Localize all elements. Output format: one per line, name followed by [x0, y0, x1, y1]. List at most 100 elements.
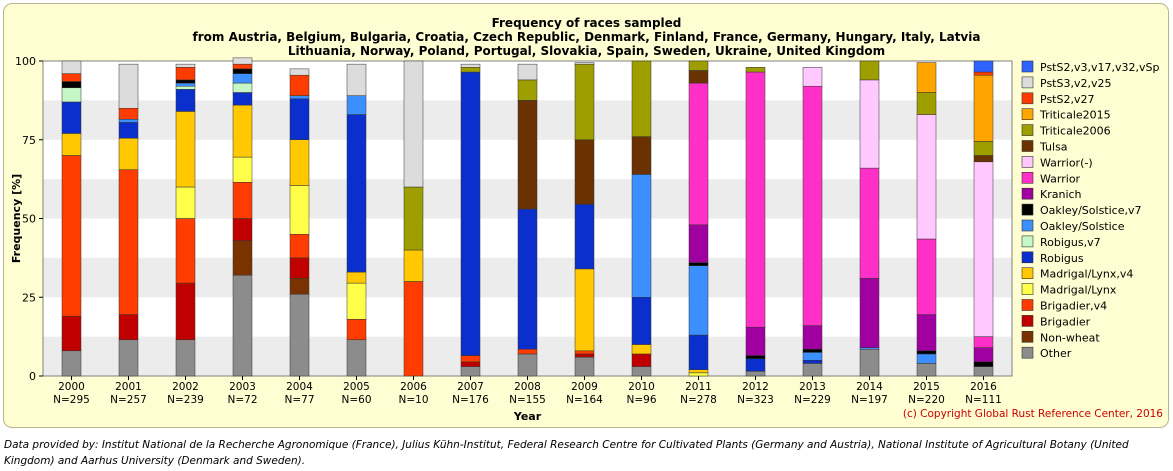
sample-size-label: N=220 — [908, 394, 945, 406]
bar-segment-robigus — [233, 93, 252, 106]
bar-segment-oakley-solstice — [233, 74, 252, 83]
bar-segment-brigadier — [233, 219, 252, 241]
legend-swatch-non-wheat — [1022, 331, 1033, 342]
bar-segment-madrigal-lynx-v4 — [62, 133, 81, 155]
bar-segment-warrior — [974, 337, 993, 348]
bar-segment-kranich — [689, 225, 708, 263]
bar-segment-warrior — [860, 80, 879, 168]
bar-segment-triticale2006 — [974, 141, 993, 155]
bar-segment-brigadier-v4 — [233, 182, 252, 218]
bar-segment-other — [860, 349, 879, 376]
legend-label-oakley-solstice: Oakley/Solstice — [1040, 220, 1125, 233]
legend-label-triticale2015: Triticale2015 — [1039, 109, 1111, 122]
bar-segment-oakley-solstice — [917, 354, 936, 363]
x-tick-label: 2015 — [913, 381, 940, 393]
bar-segment-brigadier-v4 — [461, 356, 480, 362]
bar-segment-psts3-v2-v25 — [62, 61, 81, 74]
legend-label-robigus-v7: Robigus,v7 — [1040, 236, 1101, 249]
legend-label-brigadier: Brigadier — [1040, 315, 1091, 328]
legend-label-madrigal-lynx: Madrigal/Lynx — [1040, 284, 1117, 297]
bar-segment-robigus — [518, 209, 537, 349]
bar-segment-robigus-v7 — [176, 86, 195, 89]
bar-segment-warrior — [974, 162, 993, 337]
bar-segment-robigus — [176, 89, 195, 111]
bar-segment-kranich — [803, 326, 822, 350]
legend-swatch-warrior — [1022, 156, 1033, 167]
legend-label-robigus: Robigus — [1040, 252, 1084, 265]
bar-segment-kranich — [974, 348, 993, 362]
bar-segment-robigus — [290, 99, 309, 140]
bar-segment-oakley-solstice-v7 — [233, 69, 252, 74]
bar-segment-robigus — [461, 72, 480, 356]
bar-segment-robigus — [347, 115, 366, 272]
sample-size-label: N=60 — [341, 394, 371, 406]
legend-label-non-wheat: Non-wheat — [1040, 331, 1100, 344]
bar-segment-triticale2015 — [917, 63, 936, 93]
x-tick-label: 2000 — [58, 381, 85, 393]
bar-segment-warrior — [689, 83, 708, 225]
sample-size-label: N=257 — [110, 394, 147, 406]
y-tick-label: 50 — [22, 213, 36, 226]
legend-swatch-other — [1022, 347, 1033, 358]
bar-segment-madrigal-lynx — [347, 283, 366, 319]
bar-segment-brigadier-v4 — [176, 219, 195, 284]
data-source-footnote: Data provided by: Institut National de l… — [4, 437, 1168, 469]
bar-segment-triticale2015 — [974, 75, 993, 141]
bar-segment-warrior — [803, 67, 822, 86]
x-tick-label: 2008 — [514, 381, 541, 393]
bar-segment-madrigal-lynx — [233, 157, 252, 182]
bar-segment-psts3-v2-v25 — [347, 64, 366, 96]
bar-segment-psts2-v27 — [62, 74, 81, 82]
legend-label-psts2-v27: PstS2,v27 — [1040, 93, 1094, 106]
legend-swatch-kranich — [1022, 188, 1033, 199]
bar-segment-brigadier-v4 — [347, 319, 366, 339]
sample-size-label: N=77 — [284, 394, 314, 406]
legend-swatch-psts2-v27 — [1022, 93, 1033, 104]
bar-segment-madrigal-lynx — [290, 185, 309, 234]
bar-segment-robigus — [803, 360, 822, 363]
sample-size-label: N=72 — [227, 394, 257, 406]
bar-segment-brigadier — [176, 283, 195, 340]
bar-segment-oakley-solstice-v7 — [974, 362, 993, 367]
bar-segment-madrigal-lynx-v4 — [575, 269, 594, 351]
bar-segment-warrior — [860, 168, 879, 278]
bar-segment-non-wheat — [290, 278, 309, 294]
legend-label-triticale2006: Triticale2006 — [1039, 125, 1111, 138]
legend-swatch-brigadier — [1022, 315, 1033, 326]
legend-swatch-robigus — [1022, 252, 1033, 263]
bar-segment-psts3-v2-v25 — [176, 64, 195, 67]
bar-segment-brigadier-v4 — [62, 156, 81, 317]
bar-segment-other — [233, 275, 252, 376]
bar-segment-brigadier — [632, 354, 651, 367]
bar-segment-tulsa — [632, 137, 651, 175]
bar-segment-psts2-v3-v17-v32-vsp — [974, 61, 993, 72]
legend-swatch-psts3-v2-v25 — [1022, 77, 1033, 88]
bar-segment-kranich — [917, 315, 936, 351]
legend-swatch-psts2-v3-v17-v32-vsp — [1022, 61, 1033, 72]
legend-swatch-robigus-v7 — [1022, 236, 1033, 247]
bar-segment-madrigal-lynx-v4 — [176, 111, 195, 187]
legend-swatch-oakley-solstice — [1022, 220, 1033, 231]
legend-swatch-warrior — [1022, 172, 1033, 183]
y-tick-label: 100 — [15, 55, 36, 68]
bar-segment-madrigal-lynx-v4 — [347, 272, 366, 283]
bar-segment-triticale2006 — [917, 93, 936, 115]
bar-segment-other — [62, 351, 81, 376]
bar-segment-psts3-v2-v25 — [575, 63, 594, 65]
y-tick-label: 0 — [29, 370, 36, 383]
bar-segment-other — [347, 340, 366, 376]
bar-segment-brigadier — [119, 315, 138, 340]
sample-size-label: N=155 — [509, 394, 546, 406]
bar-segment-robigus — [575, 204, 594, 269]
bar-segment-other — [518, 354, 537, 376]
sample-size-label: N=229 — [794, 394, 831, 406]
bar-segment-oakley-solstice — [689, 266, 708, 335]
y-axis-label: Frequency [%] — [10, 174, 23, 263]
legend-label-oakley-solstice-v7: Oakley/Solstice,v7 — [1040, 204, 1142, 217]
legend-swatch-triticale2006 — [1022, 125, 1033, 136]
sample-size-label: N=10 — [398, 394, 428, 406]
bar-segment-tulsa — [575, 140, 594, 205]
legend-label-warrior: Warrior — [1040, 172, 1081, 185]
sample-size-label: N=295 — [53, 394, 90, 406]
bar-segment-robigus-v7 — [62, 88, 81, 102]
